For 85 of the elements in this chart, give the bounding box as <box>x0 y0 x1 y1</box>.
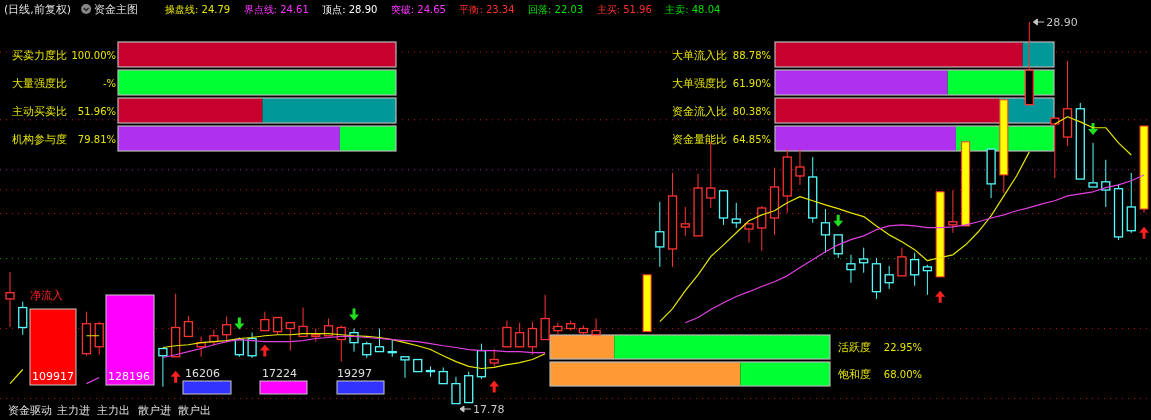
candlestick <box>502 320 512 348</box>
text: 主力进 <box>57 404 90 417</box>
text: -% <box>102 77 116 89</box>
candlestick <box>553 322 563 336</box>
text: 主卖: 48.04 <box>665 4 721 15</box>
candlestick <box>795 148 805 186</box>
data-label: 80.38% <box>732 105 771 117</box>
text: 突破: 24.65 <box>390 4 446 15</box>
candlestick <box>425 365 436 378</box>
candlestick <box>5 271 15 328</box>
candlestick <box>986 148 996 199</box>
data-label: 61.90% <box>732 77 771 89</box>
candlestick <box>769 167 780 236</box>
candlestick <box>540 294 550 341</box>
candlestick <box>591 318 601 336</box>
candlestick <box>438 366 448 385</box>
text: 主买: 51.96 <box>596 4 652 15</box>
y-tick-label: 资金流入比 <box>672 104 727 118</box>
text: 散户进 <box>138 404 171 417</box>
candlestick <box>515 322 525 348</box>
y-tick-label: 资金量能比 <box>672 132 727 146</box>
y-tick-label: 大量强度比 <box>12 76 67 90</box>
candlestick <box>158 347 168 388</box>
y-tick-label: 机构参与度 <box>12 132 67 146</box>
candlestick <box>744 223 754 244</box>
data-label: 79.81% <box>77 133 116 145</box>
y-tick-label: 买卖力度比 <box>12 48 67 62</box>
annotation: 128196 <box>108 370 150 383</box>
annotation: 109917 <box>32 370 74 383</box>
bar <box>775 42 1023 67</box>
chart-title: (日线,前复权) <box>4 3 72 16</box>
text: 界点线: 24.61 <box>243 4 309 15</box>
annotation: 28.90 <box>1046 16 1078 29</box>
bar <box>775 126 956 151</box>
y-tick-label: 活跃度 <box>838 341 871 354</box>
text: 操盘线: 24.79 <box>165 4 231 15</box>
candlestick <box>1088 142 1098 188</box>
candlestick <box>285 322 295 352</box>
candlestick <box>859 247 869 274</box>
candlestick <box>693 173 703 237</box>
y-tick-label: 大单流入比 <box>672 48 727 62</box>
candlestick <box>413 358 423 373</box>
annotation: 19297 <box>337 367 372 380</box>
y-tick-label: 主动买卖比 <box>12 104 67 118</box>
candlestick <box>948 189 958 234</box>
candlestick <box>935 191 945 278</box>
candlestick <box>81 311 92 357</box>
candlestick <box>961 141 971 227</box>
candlestick <box>667 172 678 268</box>
text: 顶点: 28.90 <box>322 4 378 15</box>
candlestick <box>374 328 385 353</box>
text: 回落: 22.03 <box>528 4 584 15</box>
annotation: 16206 <box>185 367 220 380</box>
bar <box>775 70 948 95</box>
candlestick <box>1139 125 1149 214</box>
chart-subtitle: 资金主图 <box>94 3 139 16</box>
candlestick <box>846 254 856 284</box>
data-label: 100.00% <box>71 49 116 61</box>
text: 散户出 <box>178 404 211 417</box>
candlestick <box>642 274 652 333</box>
text: 主力出 <box>97 404 130 417</box>
text: 平衡: 23.34 <box>459 4 515 15</box>
candlestick <box>400 356 410 379</box>
candlestick <box>655 201 665 268</box>
data-label: 68.00% <box>883 369 922 380</box>
candlestick <box>578 324 589 336</box>
y-tick-label: 饱和度 <box>837 368 871 381</box>
candlestick <box>387 339 397 358</box>
candlestick <box>897 247 907 277</box>
candlestick <box>731 202 741 229</box>
data-label: 22.95% <box>883 342 922 353</box>
candlestick <box>1050 117 1060 179</box>
annotation: 17224 <box>262 367 297 380</box>
data-label: 51.96% <box>77 105 116 117</box>
data-label: 88.78% <box>732 49 771 61</box>
y-tick-label: 大单强度比 <box>672 76 727 90</box>
candlestick <box>1024 21 1034 106</box>
candlestick <box>1126 172 1136 234</box>
candlestick <box>999 99 1009 194</box>
text: 资金驱动 <box>8 404 52 417</box>
candlestick <box>451 376 461 405</box>
candlestick <box>247 332 257 359</box>
annotation: 17.78 <box>472 403 505 416</box>
annotation: 净流入 <box>30 289 63 302</box>
data-label: 64.85% <box>732 133 771 145</box>
